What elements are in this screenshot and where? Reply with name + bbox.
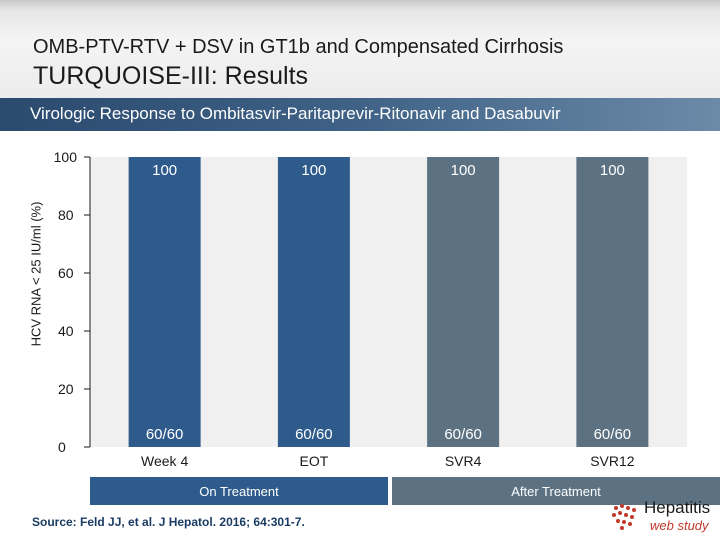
bar-value-label: 100 [301,162,326,179]
bar-svr12 [576,157,649,447]
source-citation: Source: Feld JJ, et al. J Hepatol. 2016;… [32,515,305,529]
y-tick-label: 80 [58,207,74,223]
y-tick-label: 60 [58,265,74,281]
y-tick-label: 20 [58,381,74,397]
bar-fraction-label: 60/60 [444,426,482,443]
logo-text-web-study: web study [650,518,709,533]
section-title-bar [0,98,720,131]
y-tick-label: 40 [58,323,74,339]
bar-value-label: 100 [600,162,625,179]
page-title: OMB-PTV-RTV + DSV in GT1b and Compensate… [33,36,564,58]
bar-week-4 [128,157,201,447]
group-on-treatment: On Treatment [90,477,388,505]
liver-dots-icon [612,504,636,530]
x-tick-label: Week 4 [141,453,188,469]
y-tick-label: 0 [58,439,66,455]
bar-svr4 [427,157,500,447]
hepatitis-web-study-logo: Hepatitis web study [610,498,716,538]
x-tick-label: EOT [299,453,328,469]
x-tick-label: SVR12 [590,453,635,469]
y-tick-label: 100 [54,149,78,165]
page-subtitle: TURQUOISE-III: Results [33,62,309,90]
x-tick-label: SVR4 [445,453,482,469]
bar-fraction-label: 60/60 [594,426,632,443]
bar-fraction-label: 60/60 [295,426,333,443]
bar-value-label: 100 [451,162,476,179]
bar-fraction-label: 60/60 [146,426,184,443]
bar-eot [277,157,350,447]
header-banner: OMB-PTV-RTV + DSV in GT1b and Compensate… [0,0,720,98]
section-title: Virologic Response to Ombitasvir-Paritap… [30,104,561,123]
bar-value-label: 100 [152,162,177,179]
logo-text-hepatitis: Hepatitis [644,498,711,517]
group-after-treatment: After Treatment [392,477,720,505]
